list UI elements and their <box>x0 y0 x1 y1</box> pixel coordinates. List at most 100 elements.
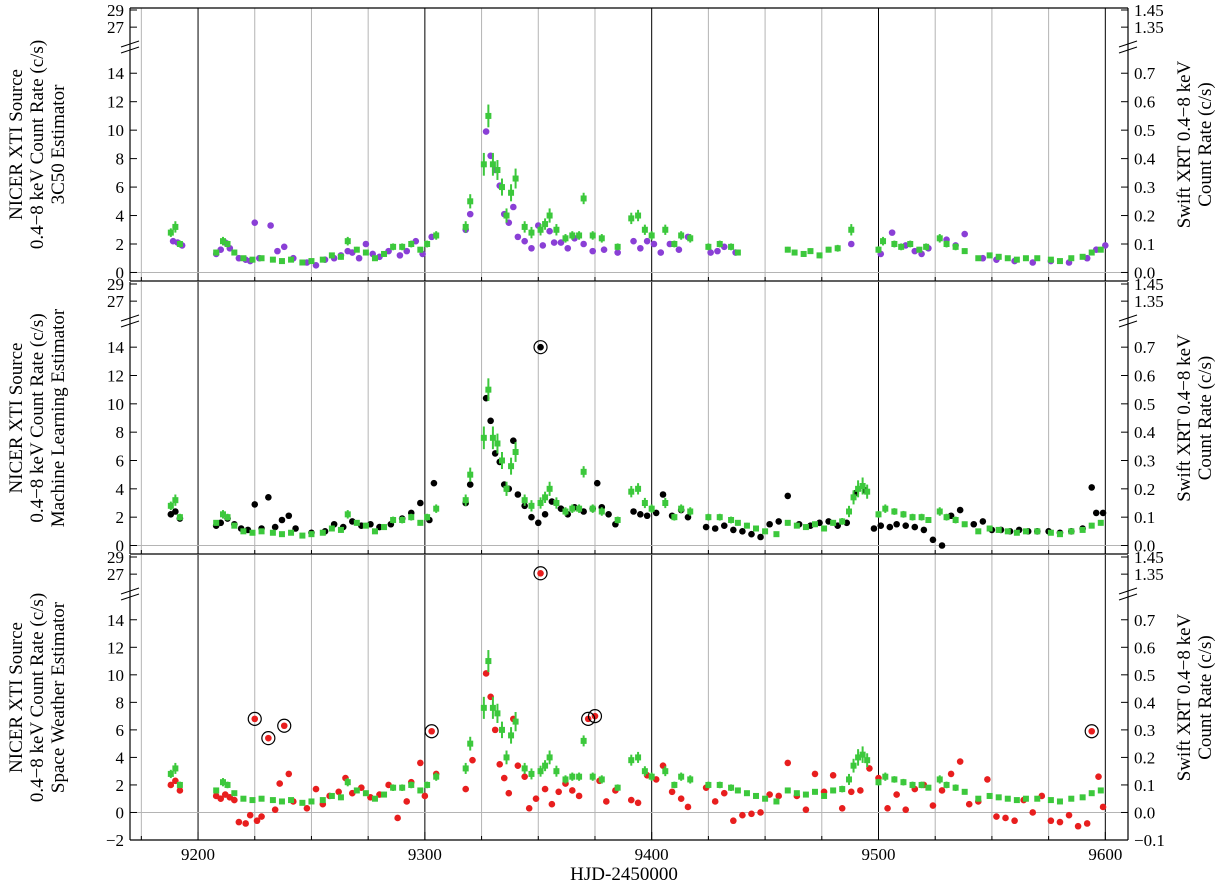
y-axis-title-line: NICER XTI Source <box>6 343 27 494</box>
data-point <box>961 521 968 528</box>
data-point <box>923 243 930 250</box>
data-point <box>167 502 174 509</box>
data-point <box>528 502 535 509</box>
data-point <box>864 488 871 495</box>
data-point <box>975 255 982 262</box>
data-point <box>891 776 898 783</box>
data-point <box>1022 795 1029 802</box>
data-point <box>539 242 547 249</box>
y-tick-label: 10 <box>107 395 124 414</box>
data-point <box>668 788 676 796</box>
data-point <box>213 249 220 256</box>
y-tick-label: 4 <box>116 748 125 767</box>
data-point <box>975 795 982 802</box>
data-point <box>417 759 424 767</box>
data-point <box>1079 526 1086 533</box>
data-point <box>532 795 540 803</box>
data-point <box>598 235 605 242</box>
data-point <box>251 219 259 226</box>
data-point <box>576 232 583 239</box>
y2-tick-label: 0.3 <box>1134 178 1155 197</box>
data-point <box>399 784 406 791</box>
y2-axis-title-line: Swift XRT 0.4−8 keV <box>1174 334 1195 502</box>
data-point <box>707 249 714 256</box>
data-point <box>1013 529 1020 536</box>
data-point <box>466 481 474 488</box>
data-point <box>258 813 265 820</box>
y-axis-title-line: NICER XTI Source <box>6 622 27 773</box>
y2-tick-label: 0.5 <box>1134 666 1155 685</box>
data-point <box>480 161 487 168</box>
y-tick-label: 12 <box>107 638 124 657</box>
data-point <box>562 776 569 783</box>
data-point <box>258 528 265 535</box>
data-point <box>784 519 791 526</box>
data-point <box>408 514 415 521</box>
data-point <box>734 249 741 256</box>
data-point <box>328 525 335 532</box>
data-point <box>319 797 326 804</box>
data-point <box>503 754 510 761</box>
data-point <box>421 792 429 800</box>
y2-tick-label: 1.45 <box>1134 275 1164 294</box>
data-point <box>888 229 896 236</box>
data-point <box>641 500 648 506</box>
data-point <box>720 522 728 529</box>
data-point <box>355 254 363 262</box>
x-tick-label: 9500 <box>862 845 896 864</box>
data-point <box>494 440 501 447</box>
data-point <box>381 250 388 257</box>
data-point <box>1002 814 1009 822</box>
data-point <box>249 529 256 536</box>
data-point <box>569 505 576 512</box>
data-point <box>943 781 950 788</box>
data-point <box>498 726 505 733</box>
data-point <box>802 524 809 531</box>
data-point <box>870 525 878 532</box>
data-point <box>167 781 175 789</box>
data-point <box>1004 255 1011 262</box>
data-point <box>830 787 837 794</box>
data-point <box>494 167 501 173</box>
data-point <box>839 518 846 525</box>
data-point <box>288 529 295 536</box>
data-point <box>496 760 504 768</box>
data-point <box>487 417 494 425</box>
data-point <box>235 818 243 826</box>
y-tick-label: 6 <box>116 452 125 471</box>
data-point <box>846 776 853 783</box>
y2-tick-label: 0.0 <box>1134 263 1155 282</box>
data-point <box>500 774 508 782</box>
axis-break-mark <box>1118 587 1138 595</box>
data-point <box>807 248 814 255</box>
data-point <box>784 492 792 500</box>
y2-axis-title: Swift XRT 0.4−8 keVCount Rate (c/s) <box>1174 334 1216 502</box>
y-tick-label: 14 <box>107 611 125 630</box>
data-point <box>1068 255 1075 262</box>
y-tick-label: 12 <box>107 367 124 386</box>
data-point <box>753 792 760 799</box>
data-point <box>580 468 587 475</box>
data-point <box>1011 817 1018 825</box>
data-point <box>929 536 937 544</box>
data-point <box>678 232 685 239</box>
data-point <box>773 798 780 805</box>
data-point <box>628 215 635 222</box>
y-tick-label: 29 <box>107 548 124 567</box>
data-point <box>630 508 637 515</box>
data-point <box>489 704 496 711</box>
data-point <box>952 243 959 250</box>
data-point <box>716 781 723 788</box>
data-point <box>271 806 279 814</box>
data-point <box>537 226 544 233</box>
y2-tick-label: 0.6 <box>1134 638 1155 657</box>
data-point <box>811 788 818 795</box>
y-tick-label: 14 <box>107 64 125 83</box>
data-point <box>337 526 344 533</box>
outlier-ring <box>277 718 292 733</box>
data-point <box>716 241 723 247</box>
data-point <box>417 519 424 526</box>
data-point <box>1092 509 1100 517</box>
data-point <box>678 505 685 512</box>
